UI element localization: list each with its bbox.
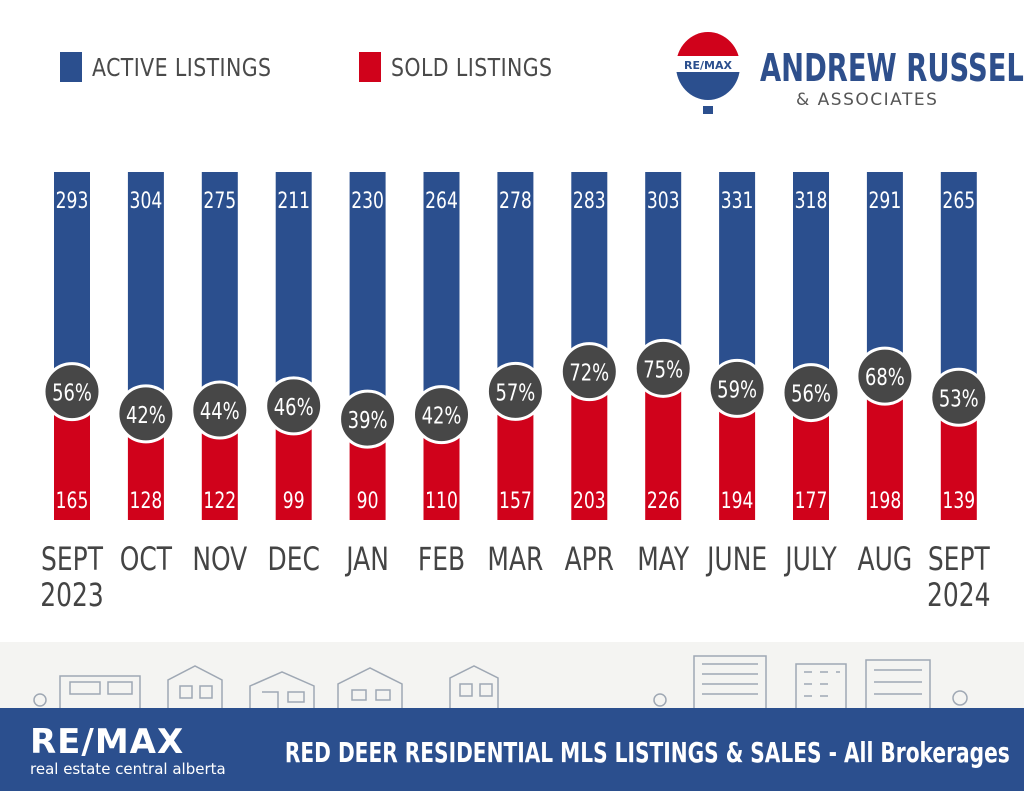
value-label-active: 211 [277, 188, 310, 214]
value-label-active: 304 [130, 188, 163, 214]
value-label-active: 318 [795, 188, 828, 214]
bar-active [349, 172, 386, 423]
ratio-label: 39% [348, 407, 388, 434]
bar-active [201, 172, 238, 414]
ratio-label: 56% [791, 380, 831, 407]
value-label-sold: 110 [425, 488, 458, 514]
value-label-sold: 165 [56, 488, 89, 514]
x-tick-label: 2023 [40, 576, 104, 614]
value-label-sold: 122 [203, 488, 236, 514]
bar-active [127, 172, 164, 417]
ratio-circle [707, 358, 767, 418]
bar-active [423, 172, 460, 418]
legend-label-sold: SOLD LISTINGS [390, 52, 553, 82]
value-label-active: 278 [499, 188, 532, 214]
ratio-label: 75% [643, 356, 683, 383]
x-tick-label: AUG [858, 540, 913, 578]
value-label-active: 265 [942, 188, 975, 214]
value-label-sold: 99 [283, 488, 305, 514]
footer-illustration [0, 642, 1024, 708]
legend: ACTIVE LISTINGS SOLD LISTINGS [60, 52, 636, 82]
value-label-sold: 194 [721, 488, 754, 514]
x-tick-label: FEB [418, 540, 465, 578]
legend-item-sold: SOLD LISTINGS [358, 52, 588, 82]
value-label-sold: 177 [795, 488, 828, 514]
value-label-sold: 128 [130, 488, 163, 514]
value-label-active: 264 [425, 188, 458, 214]
value-label-active: 303 [647, 188, 680, 214]
x-tick-label: OCT [120, 540, 173, 578]
ratio-label: 56% [52, 379, 92, 406]
bar-active [866, 172, 903, 380]
x-tick-label: 2024 [927, 576, 991, 614]
x-tick-label: MAR [487, 540, 543, 578]
ratio-circle [412, 385, 471, 445]
ratio-circle [633, 338, 693, 398]
city-skyline-icon [33, 655, 968, 708]
x-tick-label: MAY [637, 540, 689, 578]
x-tick-label: JUNE [705, 540, 767, 578]
x-tick-label: SEPT [41, 540, 103, 578]
x-tick-label: NOV [192, 540, 247, 578]
bar-active [645, 172, 682, 372]
brand-logo: RE/MAX ANDREW RUSSELL & ASSOCIATES [672, 30, 1024, 125]
bar-active [54, 172, 90, 395]
ratio-circle [338, 389, 398, 449]
ratio-circle [855, 346, 915, 406]
balloon-text: RE/MAX [684, 59, 732, 72]
ratio-label: 46% [274, 394, 314, 421]
bar-active [793, 172, 829, 396]
value-label-active: 331 [721, 188, 754, 214]
value-label-sold: 90 [357, 488, 379, 514]
ratio-circle [781, 363, 841, 423]
ratio-circle [485, 361, 545, 421]
value-label-sold: 139 [942, 488, 975, 514]
value-label-sold: 203 [573, 488, 606, 514]
bar-active [571, 172, 608, 375]
ratio-label: 59% [717, 376, 757, 403]
footer-logo-subtitle: real estate central alberta [30, 760, 226, 778]
ratio-label: 72% [569, 359, 609, 386]
value-label-sold: 198 [869, 488, 902, 514]
hot-air-balloon-icon: RE/MAX [676, 32, 740, 114]
legend-swatch-active [60, 52, 82, 82]
footer-bar: RE/MAX real estate central alberta RED D… [0, 708, 1024, 791]
ratio-label: 68% [865, 364, 905, 391]
ratio-circle [929, 367, 989, 427]
value-label-active: 283 [573, 188, 606, 214]
value-label-active: 291 [869, 188, 902, 214]
legend-swatch-sold [358, 52, 381, 82]
bar-active [497, 172, 534, 395]
ratio-circle [559, 342, 619, 402]
x-tick-label: APR [565, 540, 615, 578]
ratio-circle [116, 384, 176, 444]
brand-subtitle: & ASSOCIATES [796, 90, 939, 110]
bar-active [719, 172, 756, 392]
ratio-label: 57% [495, 379, 535, 406]
value-label-active: 275 [203, 188, 236, 214]
value-label-active: 293 [56, 188, 89, 214]
ratio-circle [264, 376, 324, 436]
chart-title: RED DEER RESIDENTIAL MLS LISTINGS & SALE… [285, 736, 1010, 769]
ratio-label: 44% [200, 398, 240, 425]
footer-logo: RE/MAX [30, 722, 185, 762]
ratio-label: 42% [126, 402, 166, 429]
chart: 29316556%SEPT202330412842%OCT27512244%NO… [40, 172, 991, 614]
x-tick-label: SEPT [928, 540, 990, 578]
ratio-circle [42, 362, 102, 422]
x-tick-label: DEC [267, 540, 319, 578]
ratio-label: 42% [422, 402, 462, 429]
legend-item-active: ACTIVE LISTINGS [60, 52, 311, 82]
ratio-label: 53% [939, 385, 979, 412]
ratio-circle [190, 380, 250, 440]
x-tick-label: JULY [784, 540, 838, 578]
x-tick-label: JAN [345, 540, 389, 578]
value-label-sold: 226 [647, 488, 680, 514]
bar-active [940, 172, 977, 401]
legend-label-active: ACTIVE LISTINGS [92, 52, 272, 82]
value-label-sold: 157 [499, 488, 532, 514]
brand-name: ANDREW RUSSELL [760, 46, 1024, 90]
bar-active [275, 172, 312, 409]
value-label-active: 230 [351, 188, 384, 214]
